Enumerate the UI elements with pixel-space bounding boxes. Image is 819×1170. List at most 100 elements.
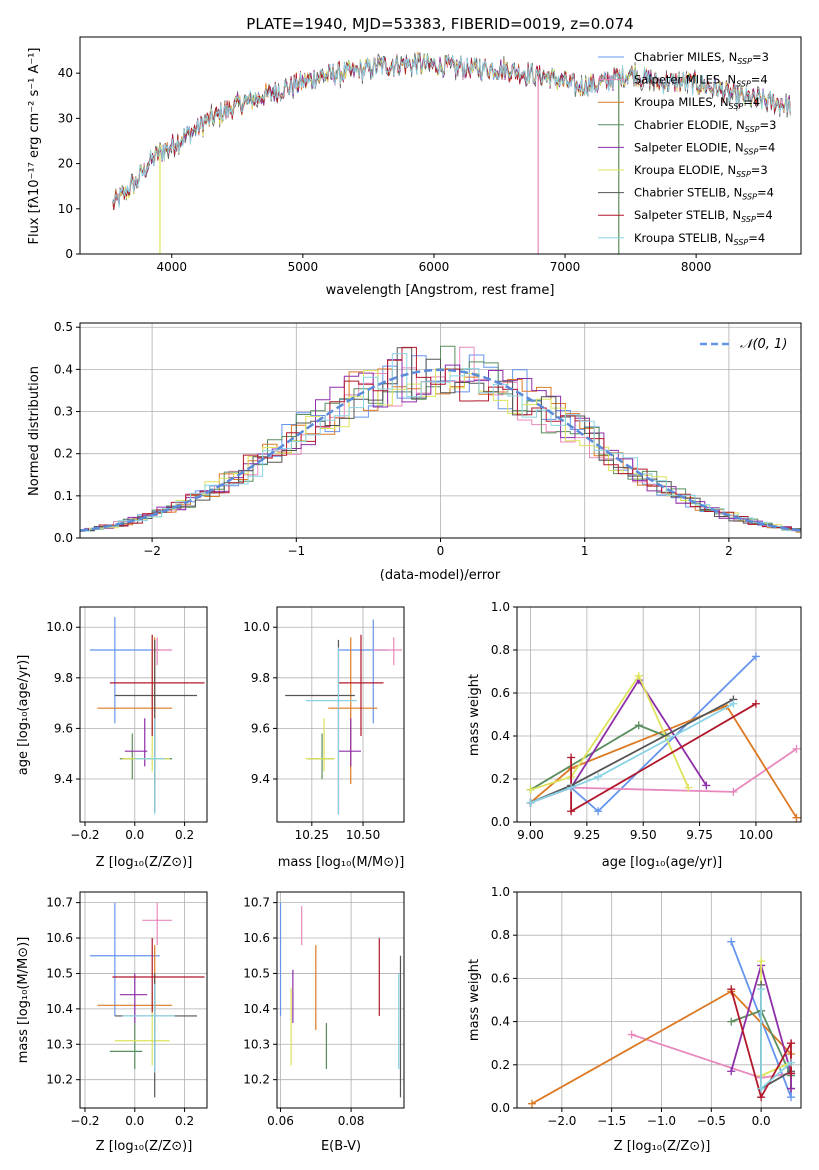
point-marker xyxy=(634,671,643,680)
plot-area xyxy=(527,937,796,1108)
y-tick-label: 0.2 xyxy=(54,447,73,461)
y-tick-label: 0.2 xyxy=(491,1058,510,1072)
y-tick-label: 20 xyxy=(58,157,73,171)
z-massweight-ylabel: mass weight xyxy=(467,959,482,1041)
x-tick-label: 6000 xyxy=(419,260,450,274)
y-tick-label: 10.2 xyxy=(46,1073,73,1087)
x-tick-label: 0.0 xyxy=(125,828,144,842)
x-tick-label: 7000 xyxy=(550,260,581,274)
y-tick-label: 9.8 xyxy=(251,671,270,685)
ebv-mass-xlabel: E(B-V) xyxy=(321,1139,361,1154)
age-massweight-ylabel: mass weight xyxy=(467,674,482,756)
spectrum-line xyxy=(112,54,791,208)
point-marker xyxy=(594,772,603,781)
spectrum-x-ticks: 4000 5000 6000 7000 8000 xyxy=(156,254,711,274)
point-marker xyxy=(751,699,760,708)
point-marker xyxy=(729,699,738,708)
series-line xyxy=(529,704,798,819)
y-tick-label: 10.0 xyxy=(46,620,73,634)
normal-legend-label: 𝒩(0, 1) xyxy=(740,337,787,352)
point-marker xyxy=(567,807,576,816)
spectrum-ylabel: Flux [fλ10⁻¹⁷ erg cm⁻² s⁻¹ A⁻¹] xyxy=(27,48,42,245)
point-marker xyxy=(702,781,711,790)
y-tick-label: 0.4 xyxy=(491,729,510,743)
mass-age-panel: mass [log₁₀(M/M⊙)] 10.25 10.509.49.69.810… xyxy=(243,606,405,870)
y-tick-label: 0.5 xyxy=(54,320,73,334)
x-tick-label: −0.2 xyxy=(70,828,99,842)
x-tick-label: 5000 xyxy=(288,260,319,274)
x-tick-label: 2 xyxy=(725,544,733,558)
legend-label: Kroupa MILES, NSSP=4 xyxy=(634,95,760,111)
residuals-x-ticks: −2 −1 0 1 2 xyxy=(143,538,733,558)
residuals-plot-area xyxy=(79,345,802,533)
x-tick-label: 0.08 xyxy=(338,1114,365,1128)
x-tick-label: 9.00 xyxy=(517,828,544,842)
ebv-mass-panel: E(B-V) 0.06 0.08 10.2 10.3 10.4 10.5 10.6 10.7 xyxy=(243,891,405,1154)
point-marker xyxy=(727,937,736,946)
x-tick-label: 10.25 xyxy=(295,828,329,842)
point-marker xyxy=(757,1093,766,1102)
panel-frame xyxy=(516,891,802,1109)
y-tick-label: 10.6 xyxy=(46,931,73,945)
ticks: 0.06 0.08 10.2 10.3 10.4 10.5 10.6 10.7 xyxy=(243,896,364,1128)
x-tick-label: 0.2 xyxy=(175,828,194,842)
point-marker xyxy=(787,1084,796,1093)
plot-area xyxy=(285,619,402,815)
y-tick-label: 10 xyxy=(58,202,73,216)
ticks: −2.0 −1.5 −1.0 −0.5 0.0 0.0 0.2 0.4 0.6 0.8 1.0 xyxy=(491,885,771,1128)
histogram-series xyxy=(80,347,801,531)
ticks: −0.2 0.0 0.2 9.4 9.6 9.8 10.0 xyxy=(46,620,194,842)
y-tick-label: 0.0 xyxy=(491,815,510,829)
z-mass-ylabel: mass [log₁₀(M/M⊙)] xyxy=(16,937,31,1064)
y-tick-label: 9.4 xyxy=(251,772,270,786)
y-tick-label: 1.0 xyxy=(491,600,510,614)
normal-curve xyxy=(79,368,802,532)
legend-label: Chabrier MILES, NSSP=3 xyxy=(634,50,769,66)
point-marker xyxy=(526,798,535,807)
x-tick-label: −2.0 xyxy=(547,1114,576,1128)
point-marker xyxy=(787,1039,796,1048)
spectrum-legend: Chabrier MILES, NSSP=3 Salpeter MILES, NS… xyxy=(598,50,776,247)
y-tick-label: 10.5 xyxy=(46,966,73,980)
x-tick-label: −0.2 xyxy=(70,1114,99,1128)
legend-label: Kroupa ELODIE, NSSP=3 xyxy=(634,163,768,179)
point-marker xyxy=(792,744,801,753)
panel-frame xyxy=(516,606,802,823)
plot-area xyxy=(89,617,205,815)
x-tick-label: 8000 xyxy=(681,260,712,274)
ticks: 9.00 9.25 9.50 9.75 10.00 0.0 0.2 0.4 0.6 0.8 1.0 xyxy=(491,600,773,842)
y-tick-label: 10.3 xyxy=(243,1037,270,1051)
x-tick-label: −1.0 xyxy=(647,1114,676,1128)
z-mass-xlabel: Z [log₁₀(Z/Z⊙)] xyxy=(96,1139,193,1154)
panel-frame xyxy=(79,606,208,823)
y-tick-label: 0.8 xyxy=(491,928,510,942)
spectrum-panel: PLATE=1940, MJD=53383, FIBERID=0019, z=0… xyxy=(27,15,802,298)
legend-label: Salpeter STELIB, NSSP=4 xyxy=(634,208,773,224)
x-tick-label: 9.75 xyxy=(686,828,713,842)
z-age-ylabel: age [log₁₀(age/yr)] xyxy=(16,655,31,776)
panel-frame xyxy=(276,606,405,823)
point-marker xyxy=(757,957,766,966)
age-massweight-xlabel: age [log₁₀(age/yr)] xyxy=(602,855,723,870)
y-tick-label: 0.6 xyxy=(491,686,510,700)
y-tick-label: 0.4 xyxy=(54,362,73,376)
ticks: −0.2 0.0 0.2 10.2 10.3 10.4 10.5 10.6 10.7 xyxy=(46,896,194,1128)
point-marker xyxy=(627,1030,636,1039)
y-tick-label: 9.4 xyxy=(54,772,73,786)
x-tick-label: 0 xyxy=(437,544,445,558)
y-tick-label: 9.6 xyxy=(54,721,73,735)
point-marker xyxy=(567,783,576,792)
y-tick-label: 0.1 xyxy=(54,489,73,503)
z-age-panel: Z [log₁₀(Z/Z⊙)] age [log₁₀(age/yr)] −0.2… xyxy=(16,606,208,870)
plot-area xyxy=(526,652,801,822)
mass-age-xlabel: mass [log₁₀(M/M⊙)] xyxy=(278,855,405,870)
grid xyxy=(277,607,404,822)
plot-area xyxy=(279,902,402,1098)
y-tick-label: 30 xyxy=(58,111,73,125)
spectrum-plot-area xyxy=(112,51,791,254)
x-tick-label: 0.0 xyxy=(752,1114,771,1128)
y-tick-label: 0 xyxy=(65,247,73,261)
point-marker xyxy=(757,1084,766,1093)
x-tick-label: −0.5 xyxy=(697,1114,726,1128)
